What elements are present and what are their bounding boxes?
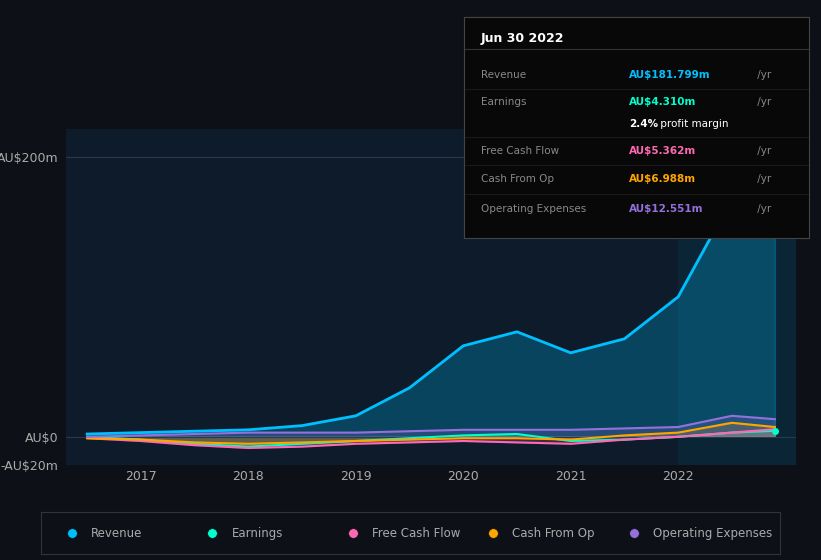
Text: AU$6.988m: AU$6.988m	[630, 174, 696, 184]
Text: AU$12.551m: AU$12.551m	[630, 204, 704, 214]
Text: /yr: /yr	[754, 97, 771, 107]
Text: Earnings: Earnings	[232, 527, 283, 540]
Text: 2.4%: 2.4%	[630, 119, 658, 129]
Text: Free Cash Flow: Free Cash Flow	[372, 527, 461, 540]
Text: /yr: /yr	[754, 146, 771, 156]
Text: AU$181.799m: AU$181.799m	[630, 71, 711, 81]
Text: Revenue: Revenue	[91, 527, 143, 540]
Text: Free Cash Flow: Free Cash Flow	[481, 146, 559, 156]
Text: AU$4.310m: AU$4.310m	[630, 97, 697, 107]
Text: profit margin: profit margin	[657, 119, 728, 129]
Text: /yr: /yr	[754, 71, 771, 81]
Text: Cash From Op: Cash From Op	[512, 527, 595, 540]
Text: /yr: /yr	[754, 204, 771, 214]
Text: /yr: /yr	[754, 174, 771, 184]
Bar	[678, 129, 807, 465]
Text: Earnings: Earnings	[481, 97, 526, 107]
Text: Operating Expenses: Operating Expenses	[653, 527, 772, 540]
Text: Revenue: Revenue	[481, 71, 526, 81]
Text: Operating Expenses: Operating Expenses	[481, 204, 586, 214]
Text: AU$5.362m: AU$5.362m	[630, 146, 697, 156]
Text: Cash From Op: Cash From Op	[481, 174, 554, 184]
Text: Jun 30 2022: Jun 30 2022	[481, 32, 565, 45]
